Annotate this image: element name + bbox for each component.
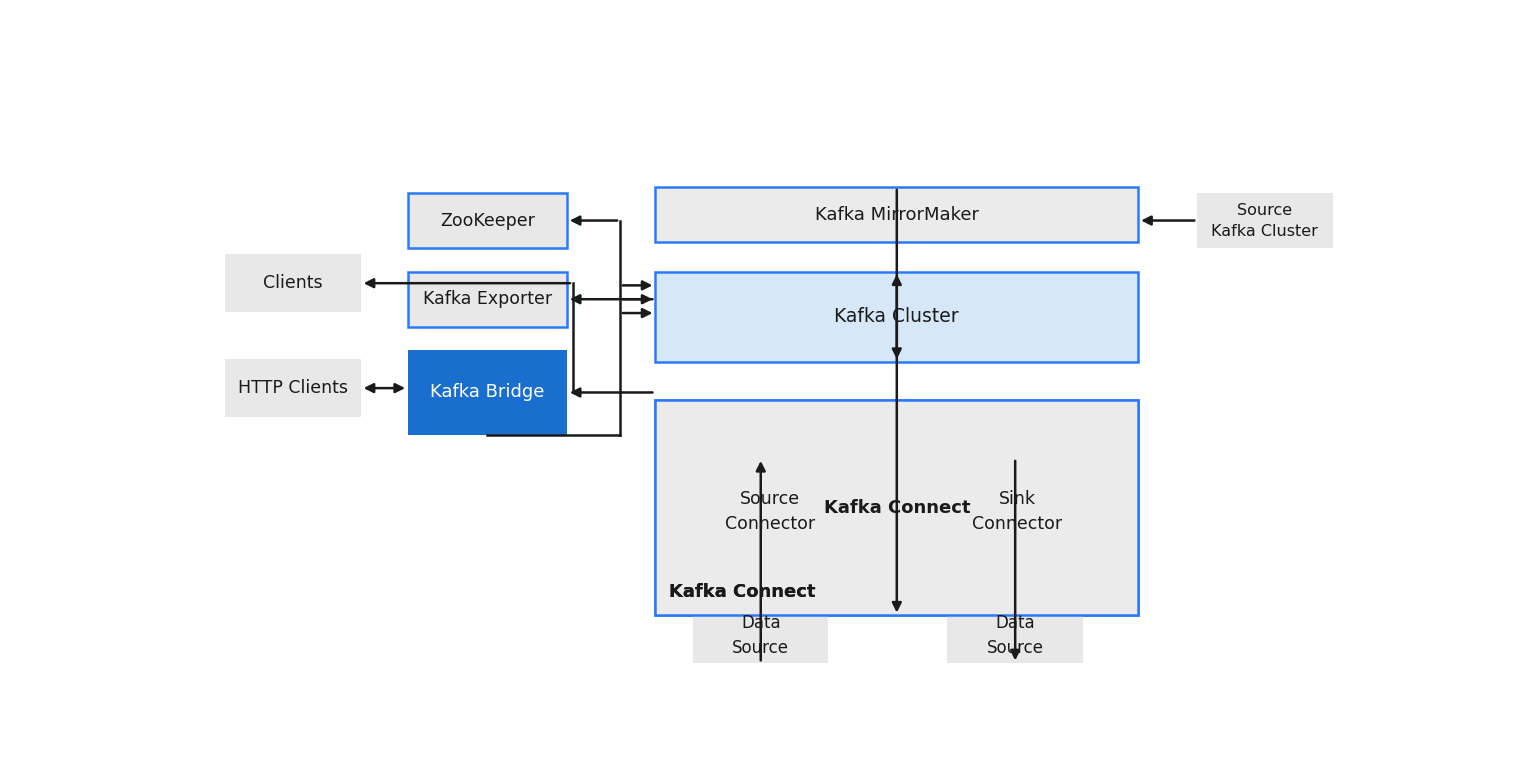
Text: Kafka MirrorMaker: Kafka MirrorMaker [815,206,979,224]
Text: Sink
Connector: Sink Connector [973,491,1062,534]
FancyArrowPatch shape [573,388,652,397]
FancyArrowPatch shape [366,279,570,287]
FancyArrowPatch shape [623,282,649,289]
Bar [1198,193,1333,248]
Text: Kafka Connect: Kafka Connect [669,583,816,601]
Bar [655,272,1138,362]
Text: HTTP Clients: HTTP Clients [239,379,348,397]
Bar [225,254,360,313]
Text: Kafka Cluster: Kafka Cluster [834,307,959,326]
Bar [947,608,1082,663]
Text: Kafka Connect: Kafka Connect [669,583,816,601]
Bar [926,458,1110,566]
FancyArrowPatch shape [1145,217,1195,224]
FancyArrowPatch shape [573,217,617,224]
FancyArrowPatch shape [366,385,403,392]
Text: ZooKeeper: ZooKeeper [439,211,535,229]
FancyArrowPatch shape [892,190,901,357]
Text: Data
Source: Data Source [986,614,1044,657]
Bar [679,458,862,566]
FancyArrowPatch shape [623,295,649,303]
FancyArrowPatch shape [1011,461,1018,658]
Bar [407,193,567,248]
Text: Source
Kafka Cluster: Source Kafka Cluster [1211,203,1318,238]
Text: Kafka Bridge: Kafka Bridge [430,384,544,401]
FancyArrowPatch shape [623,309,649,317]
Bar [655,400,1138,615]
Bar [655,400,1138,615]
FancyArrowPatch shape [573,295,652,303]
Bar [225,359,360,417]
Text: Clients: Clients [263,274,322,292]
Bar [655,187,1138,242]
FancyArrowPatch shape [757,463,765,660]
Text: Source
Connector: Source Connector [725,491,815,534]
Text: Kafka Exporter: Kafka Exporter [423,290,552,308]
Text: Kafka Connect: Kafka Connect [824,499,970,516]
Bar [693,608,828,663]
FancyArrowPatch shape [892,277,901,610]
Text: Data
Source: Data Source [733,614,789,657]
Bar [407,272,567,327]
Bar [407,350,567,435]
